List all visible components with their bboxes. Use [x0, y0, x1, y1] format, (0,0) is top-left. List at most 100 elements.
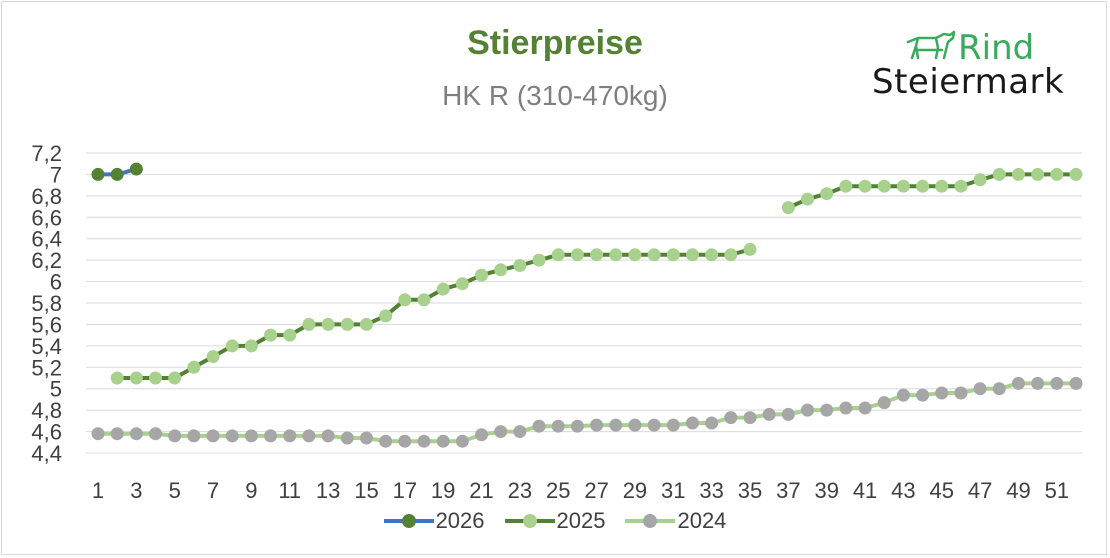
data-point-2025 — [973, 173, 987, 187]
rind-steiermark-logo: Rind Steiermark — [872, 26, 1065, 106]
y-tick-label: 6,4 — [31, 227, 62, 252]
x-tick-label: 9 — [245, 478, 257, 503]
x-tick-label: 27 — [584, 478, 608, 503]
data-point-2025 — [340, 317, 354, 331]
data-point-2024 — [417, 434, 431, 448]
data-point-2025 — [283, 328, 297, 342]
data-point-2024 — [398, 434, 412, 448]
data-point-2025 — [494, 263, 508, 277]
data-point-2024 — [935, 386, 949, 400]
x-tick-label: 15 — [354, 478, 378, 503]
logo-steiermark-text: Steiermark — [872, 62, 1065, 102]
legend-label: 2024 — [677, 508, 727, 533]
data-point-2025 — [1011, 167, 1025, 181]
chart-legend: 2026 2025 2024 — [0, 508, 1110, 534]
data-point-2025 — [570, 248, 584, 262]
data-point-2026 — [91, 167, 105, 181]
data-point-2024 — [494, 425, 508, 439]
data-point-2025 — [916, 179, 930, 193]
data-point-2025 — [149, 371, 163, 385]
data-point-2024 — [551, 419, 565, 433]
data-point-2024 — [187, 429, 201, 443]
data-point-2025 — [532, 253, 546, 267]
data-point-2025 — [110, 371, 124, 385]
data-point-2025 — [858, 179, 872, 193]
y-tick-label: 6 — [50, 270, 62, 295]
data-point-2024 — [781, 407, 795, 421]
x-tick-label: 19 — [431, 478, 455, 503]
legend-label: 2026 — [435, 508, 485, 533]
data-point-2025 — [302, 317, 316, 331]
data-point-2024 — [379, 434, 393, 448]
data-point-2025 — [206, 350, 220, 364]
data-point-2025 — [417, 293, 431, 307]
data-point-2024 — [954, 386, 968, 400]
data-point-2024 — [743, 411, 757, 425]
x-tick-label: 13 — [316, 478, 340, 503]
data-point-2025 — [513, 259, 527, 272]
legend-marker — [522, 514, 537, 528]
data-point-2024 — [283, 429, 297, 443]
data-point-2024 — [896, 388, 910, 402]
data-point-2025 — [264, 328, 278, 342]
data-point-2024 — [321, 429, 335, 443]
y-tick-label: 6,6 — [31, 205, 62, 230]
data-point-2024 — [916, 388, 930, 402]
data-point-2025 — [398, 293, 412, 307]
x-tick-label: 47 — [968, 478, 992, 503]
legend-label: 2025 — [556, 508, 606, 533]
data-point-2025 — [992, 167, 1006, 181]
legend-marker — [401, 514, 416, 528]
data-point-2025 — [666, 248, 680, 262]
data-point-2025 — [187, 360, 201, 374]
data-point-2025 — [954, 179, 968, 193]
y-tick-label: 6,8 — [31, 184, 62, 209]
data-point-2025 — [896, 179, 910, 193]
data-point-2024 — [513, 425, 527, 439]
y-tick-label: 5,2 — [31, 355, 62, 380]
data-point-2025 — [1069, 167, 1083, 181]
x-tick-label: 43 — [891, 478, 915, 503]
data-point-2025 — [801, 192, 815, 206]
data-point-2025 — [455, 277, 469, 291]
y-tick-label: 4,4 — [31, 441, 62, 466]
data-point-2026 — [110, 167, 124, 181]
data-point-2024 — [302, 429, 316, 443]
data-point-2024 — [762, 407, 776, 421]
data-point-2024 — [1031, 376, 1045, 390]
data-point-2025 — [820, 187, 834, 201]
data-point-2024 — [570, 419, 584, 433]
data-point-2025 — [590, 248, 604, 262]
data-point-2025 — [647, 248, 661, 262]
data-point-2024 — [1069, 376, 1083, 390]
data-point-2024 — [628, 418, 642, 432]
data-point-2024 — [685, 416, 699, 430]
logo-rind-text: Rind — [958, 28, 1035, 68]
data-point-2024 — [724, 411, 738, 425]
data-point-2025 — [1031, 167, 1045, 181]
series-line-2025 — [117, 247, 751, 380]
data-point-2024 — [436, 434, 450, 448]
data-point-2025 — [609, 248, 623, 262]
data-point-2025 — [475, 268, 489, 282]
data-point-2025 — [225, 339, 239, 353]
x-tick-label: 21 — [469, 478, 493, 503]
x-tick-label: 29 — [623, 478, 647, 503]
data-point-2024 — [244, 429, 258, 443]
data-point-2024 — [475, 428, 489, 442]
x-tick-label: 51 — [1045, 478, 1069, 503]
data-point-2024 — [609, 418, 623, 432]
data-point-2025 — [1050, 167, 1064, 181]
data-point-2024 — [839, 401, 853, 415]
data-point-2024 — [820, 403, 834, 417]
x-tick-label: 25 — [546, 478, 570, 503]
data-point-2025 — [935, 179, 949, 193]
x-tick-label: 39 — [814, 478, 838, 503]
series-line-2025 — [787, 172, 1076, 210]
data-point-2026 — [129, 162, 143, 176]
cow-icon — [906, 30, 956, 60]
y-tick-label: 4,8 — [31, 398, 62, 423]
data-point-2025 — [781, 201, 795, 215]
x-tick-label: 31 — [661, 478, 685, 503]
